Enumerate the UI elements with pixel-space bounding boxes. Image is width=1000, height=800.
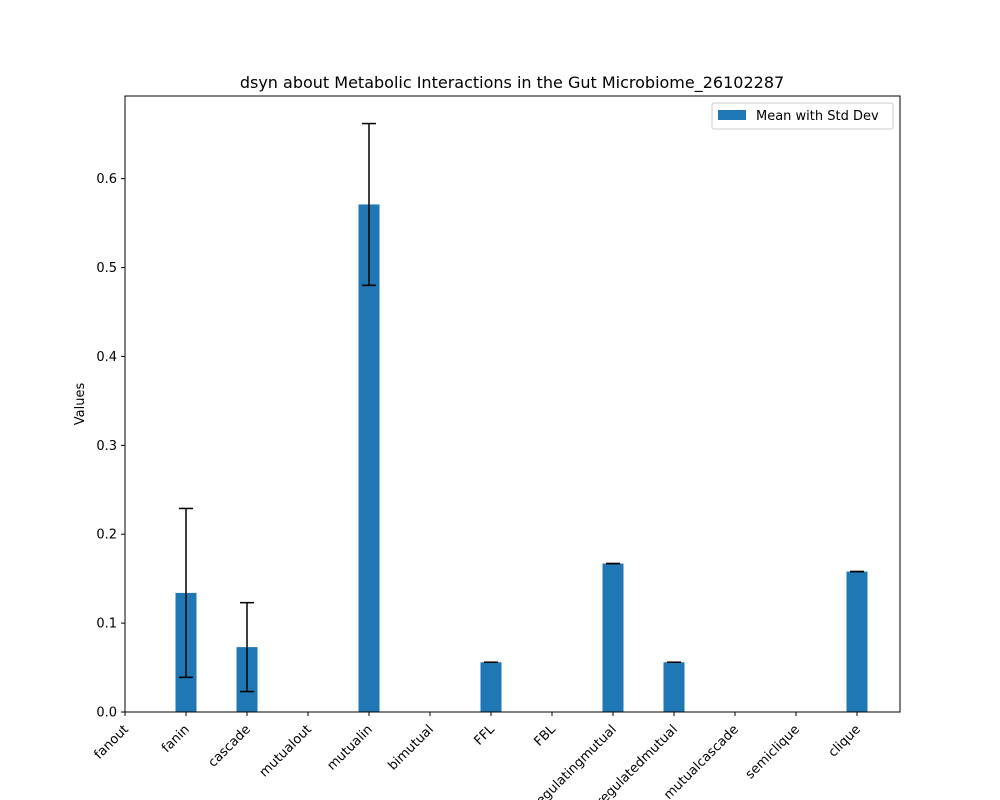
bar-regulatingmutual: [602, 563, 624, 712]
y-axis-label: Values: [73, 383, 88, 426]
x-tick-label-fanout: fanout: [91, 722, 131, 762]
x-tick-label-semiclique: semiclique: [743, 722, 803, 782]
legend-swatch: [718, 110, 746, 120]
bars-layer: [175, 204, 868, 712]
x-axis: fanout fanin cascade mutualout mutualin bimut…: [91, 712, 864, 800]
legend: Mean with Std Dev: [711, 102, 894, 130]
y-tick-label: 0.4: [96, 350, 117, 365]
y-axis: 0.0 0.1 0.2 0.3 0.4 0.5 0.6: [96, 172, 125, 721]
bar-mutualin: [358, 204, 380, 712]
chart-title: dsyn about Metabolic Interactions in the…: [240, 73, 784, 93]
bar-clique: [846, 571, 868, 712]
x-tick-label-clique: clique: [826, 722, 864, 760]
y-tick-label: 0.6: [96, 172, 117, 187]
legend-label: Mean with Std Dev: [756, 109, 879, 124]
error-bars-layer: [179, 122, 864, 693]
y-tick-label: 0.0: [96, 706, 117, 721]
x-tick-label-mutualout: mutualout: [257, 722, 315, 780]
y-tick-label: 0.5: [96, 261, 117, 276]
y-tick-label: 0.1: [96, 617, 117, 632]
x-tick-label-fanin: fanin: [159, 722, 193, 756]
y-tick-label: 0.2: [96, 528, 117, 543]
x-tick-label-bimutual: bimutual: [385, 722, 436, 773]
legend-box: [711, 102, 894, 130]
x-tick-label-FBL: FBL: [532, 722, 560, 750]
bar-regulatedmutual: [663, 662, 685, 712]
bar-FFL: [480, 662, 502, 712]
plot-area-frame: [124, 95, 901, 713]
x-tick-label-mutualin: mutualin: [324, 722, 375, 773]
y-tick-label: 0.3: [96, 439, 117, 454]
x-tick-label-FFL: FFL: [472, 722, 499, 749]
x-tick-label-cascade: cascade: [206, 722, 254, 770]
